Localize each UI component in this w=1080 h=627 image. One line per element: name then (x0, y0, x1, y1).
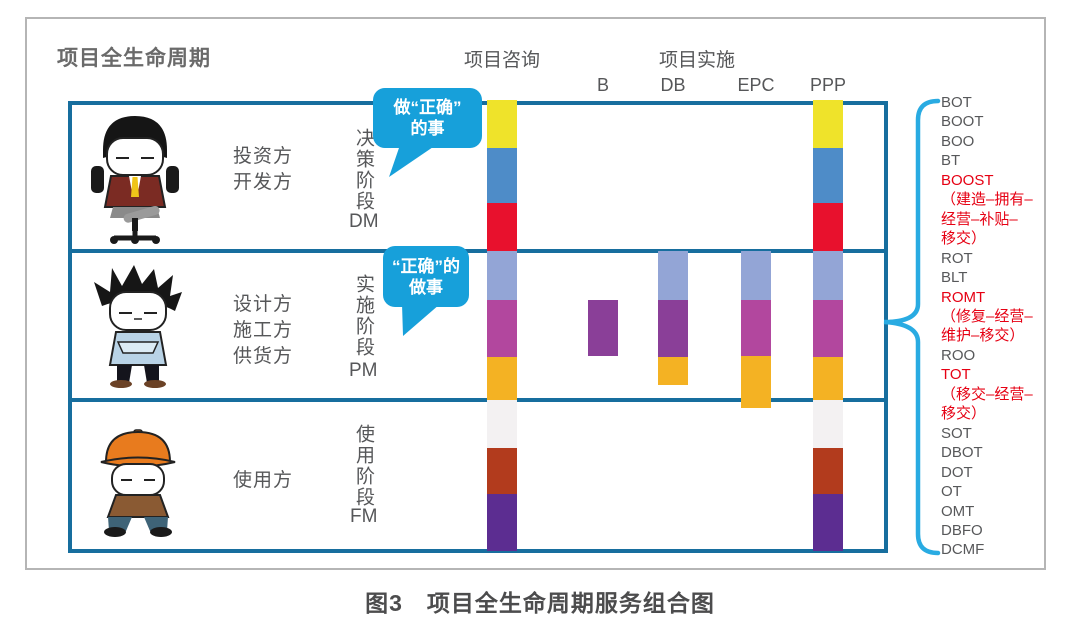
bar-segment-项目咨询-red (487, 203, 517, 251)
service-mode-line: （移交–经营– (941, 385, 1033, 403)
bar-segment-DB-gold (658, 357, 688, 385)
user-character-illustration (100, 429, 176, 537)
bubble-line: “正确”的 (392, 256, 460, 276)
service-mode-list: BOT BOOT BOO BT BOOST （建造–拥有– 经营–补贴– 移交） ROT BLT R… (941, 93, 1033, 560)
role-label: 供货方 (233, 346, 294, 367)
diagram-title: 项目全生命周期 (57, 47, 211, 70)
bar-segment-EPC-magenta (741, 300, 771, 356)
bar-segment-PPP-yellow (813, 100, 843, 148)
bar-segment-EPC-lavender (741, 251, 771, 300)
bar-segment-项目咨询-magenta (487, 300, 517, 357)
row2-roles: 设计方 施工方 供货方 (233, 292, 293, 370)
role-label: 使用方 (233, 470, 294, 491)
row3-roles: 使用方 (233, 468, 293, 494)
service-mode-line: （建造–拥有– (941, 191, 1033, 209)
service-mode-line: DOT (941, 463, 973, 481)
service-mode-line: DBFO (941, 521, 983, 539)
stage-code-pm: PM (349, 360, 378, 381)
service-mode-line: DCMF (941, 541, 985, 559)
implementation-header: 项目实施 (658, 50, 735, 71)
service-mode-line: OMT (941, 502, 975, 520)
figure-caption: 图3 项目全生命周期服务组合图 (365, 590, 715, 616)
bar-segment-项目咨询-lavender (487, 251, 517, 300)
service-mode-line: 经营–补贴– (941, 210, 1018, 228)
service-mode-line: （修复–经营– (941, 307, 1033, 325)
service-mode-line: 移交） (941, 230, 987, 248)
bar-segment-PPP-red (813, 203, 843, 251)
mode-header-epc: EPC (737, 75, 775, 95)
bar-segment-PPP-gold (813, 357, 843, 400)
role-label: 投资方 (233, 146, 294, 167)
service-mode-line: ROO (941, 346, 976, 364)
speech-bubble-do-right-things: 做“正确” 的事 (373, 88, 482, 148)
bubble-line: 做事 (409, 277, 443, 297)
bubble-tail-icon (402, 304, 440, 336)
bar-segment-项目咨询-gold (487, 357, 517, 400)
service-mode-line: BOT (941, 94, 972, 111)
bar-segment-项目咨询-violet (487, 494, 517, 551)
bar-segment-项目咨询-blue (487, 148, 517, 203)
mode-header-ppp: PPP (809, 75, 847, 95)
service-mode-line: BLT (941, 269, 968, 287)
role-label: 设计方 (233, 294, 294, 315)
service-mode-line: BOOST (941, 171, 994, 189)
service-mode-line: ROMT (941, 288, 986, 306)
bar-segment-项目咨询-brick (487, 448, 517, 494)
role-label: 施工方 (233, 320, 294, 341)
speech-bubble-do-things-right: “正确”的 做事 (383, 246, 469, 307)
bubble-line: 做“正确” (393, 98, 462, 117)
designer-character-illustration (94, 265, 182, 388)
service-mode-line: 移交） (941, 405, 987, 423)
consulting-header: 项目咨询 (463, 50, 540, 71)
stage-code-dm: DM (349, 211, 379, 232)
mode-header-db: DB (660, 75, 686, 95)
stage-label-decision: 决策阶段 (353, 128, 374, 212)
service-mode-line: TOT (941, 366, 971, 384)
bubble-line: 的事 (410, 119, 445, 138)
service-mode-line: BT (941, 152, 961, 170)
bar-segment-PPP-brick (813, 448, 843, 494)
service-mode-line: 维护–移交） (941, 327, 1025, 345)
bar-segment-项目咨询-white (487, 400, 517, 448)
bar-segment-PPP-violet (813, 494, 843, 551)
bar-segment-PPP-magenta (813, 300, 843, 357)
role-label: 开发方 (233, 172, 294, 193)
bar-segment-DB-lavender (658, 251, 688, 300)
service-mode-line: BOO (941, 132, 975, 150)
stage-label-use: 使用阶段 (353, 424, 374, 508)
stage-label-implementation: 实施阶段 (353, 274, 374, 358)
outer-border (25, 17, 1046, 570)
curly-brace-icon (883, 98, 941, 556)
bar-segment-PPP-white (813, 400, 843, 448)
stage-code-fm: FM (350, 506, 378, 527)
service-mode-line: ROT (941, 249, 973, 267)
bar-segment-EPC-gold (741, 356, 771, 408)
bar-segment-DB-purple (658, 300, 688, 357)
bar-segment-PPP-blue (813, 148, 843, 203)
bar-segment-项目咨询-yellow (487, 100, 517, 148)
bubble-tail-icon (389, 145, 436, 177)
stage-row-use (68, 398, 888, 553)
row1-roles: 投资方 开发方 (233, 144, 293, 196)
service-mode-line: SOT (941, 424, 972, 442)
service-mode-line: BOOT (941, 113, 984, 131)
service-mode-line: DBOT (941, 444, 983, 462)
service-mode-line: OT (941, 483, 962, 501)
investor-character-illustration (91, 116, 179, 244)
mode-header-b: B (596, 75, 609, 95)
bar-segment-B-purple (588, 300, 618, 356)
bar-segment-PPP-lavender (813, 251, 843, 300)
